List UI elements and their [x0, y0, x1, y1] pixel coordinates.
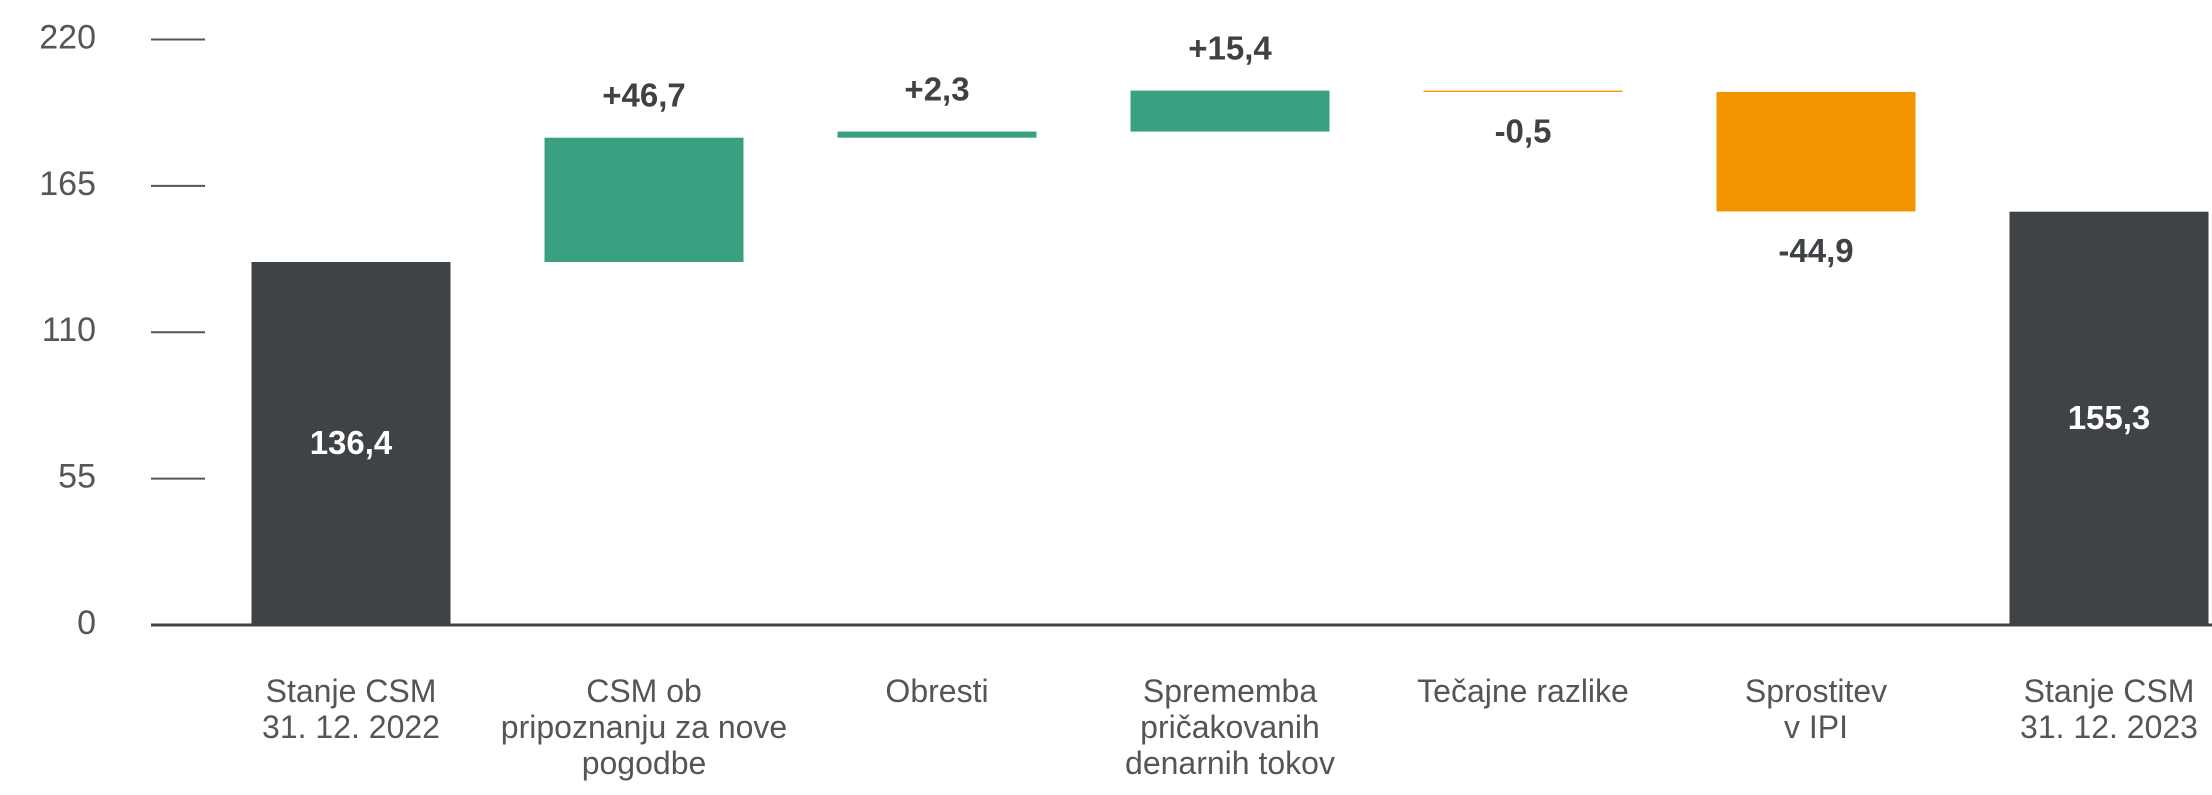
label-line: Obresti [885, 673, 988, 709]
label-line: Sprememba [1143, 673, 1318, 709]
total-bar [251, 261, 451, 625]
delta-bar [1716, 91, 1916, 212]
label-line: Sprostitev [1745, 673, 1887, 709]
value-label: 155,3 [2068, 399, 2151, 436]
delta-bar [837, 131, 1037, 138]
label-line: 31. 12. 2023 [2020, 709, 2198, 745]
value-label: -0,5 [1495, 113, 1552, 150]
value-label: +15,4 [1188, 29, 1272, 66]
label-line: 31. 12. 2022 [262, 709, 440, 745]
delta-bar [1130, 90, 1330, 132]
value-label: +2,3 [904, 70, 969, 107]
delta-bar [544, 137, 744, 262]
label-line: pogodbe [582, 745, 707, 781]
label-line: pričakovanih [1140, 709, 1320, 745]
y-tick-label: 110 [42, 311, 96, 349]
label-line: denarnih tokov [1125, 745, 1335, 781]
value-label: -44,9 [1778, 232, 1853, 269]
y-tick-label: 55 [58, 458, 96, 496]
y-tick-label: 0 [77, 604, 96, 642]
x-tick-label: Sprememba pričakovanih denarnih tokov [1125, 673, 1335, 781]
total-bar [2009, 211, 2209, 625]
x-tick-label: Sprostitev v IPI [1745, 673, 1887, 745]
x-tick-label: CSM ob pripoznanju za nove pogodbe [501, 673, 787, 781]
label-line: pripoznanju za nove [501, 709, 787, 745]
label-line: CSM ob [586, 673, 702, 709]
y-tick-label: 165 [39, 165, 96, 203]
x-tick-label: Obresti [885, 673, 988, 709]
value-label: +46,7 [602, 76, 686, 113]
label-line: v IPI [1784, 709, 1848, 745]
x-tick-label: Stanje CSM 31. 12. 2023 [2020, 673, 2198, 745]
x-tick-label: Stanje CSM 31. 12. 2022 [262, 673, 440, 745]
y-tick-label: 220 [39, 18, 96, 56]
delta-bar [1423, 90, 1623, 92]
label-line: Tečajne razlike [1417, 673, 1629, 709]
x-tick-label: Tečajne razlike [1417, 673, 1629, 709]
label-line: Stanje CSM [2024, 673, 2195, 709]
label-line: Stanje CSM [266, 673, 437, 709]
value-label: 136,4 [310, 424, 393, 461]
